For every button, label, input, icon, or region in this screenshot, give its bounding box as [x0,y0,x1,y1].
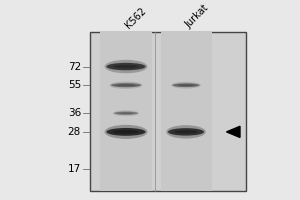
Bar [160,32,211,191]
Text: Jurkat: Jurkat [183,3,210,30]
Ellipse shape [106,128,146,136]
Bar [100,32,152,191]
Ellipse shape [110,82,142,89]
Ellipse shape [174,130,198,134]
Text: K562: K562 [123,5,148,30]
Text: 17: 17 [68,164,81,174]
Polygon shape [226,126,240,137]
Ellipse shape [171,82,201,89]
Ellipse shape [113,110,139,116]
Ellipse shape [114,112,138,115]
Text: 72: 72 [68,62,81,72]
Ellipse shape [111,83,141,87]
Ellipse shape [105,60,148,73]
Ellipse shape [105,125,148,139]
Ellipse shape [106,63,146,70]
Ellipse shape [113,130,139,134]
Ellipse shape [118,112,134,114]
Ellipse shape [113,65,139,68]
Ellipse shape [168,128,204,136]
Ellipse shape [172,83,200,87]
Text: 36: 36 [68,108,81,118]
Ellipse shape [177,84,195,86]
Ellipse shape [116,84,136,86]
Text: 55: 55 [68,80,81,90]
Bar [90,32,246,191]
Text: 28: 28 [68,127,81,137]
Ellipse shape [166,125,206,139]
